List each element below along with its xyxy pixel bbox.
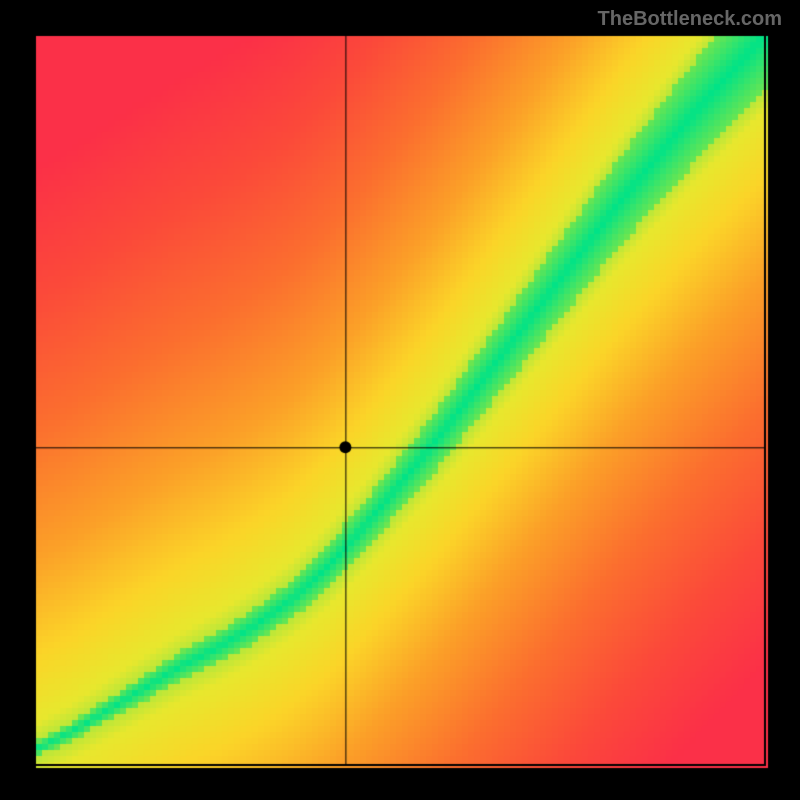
- watermark-text: TheBottleneck.com: [598, 8, 782, 31]
- bottleneck-heatmap: [0, 0, 800, 800]
- chart-container: TheBottleneck.com: [0, 0, 800, 800]
